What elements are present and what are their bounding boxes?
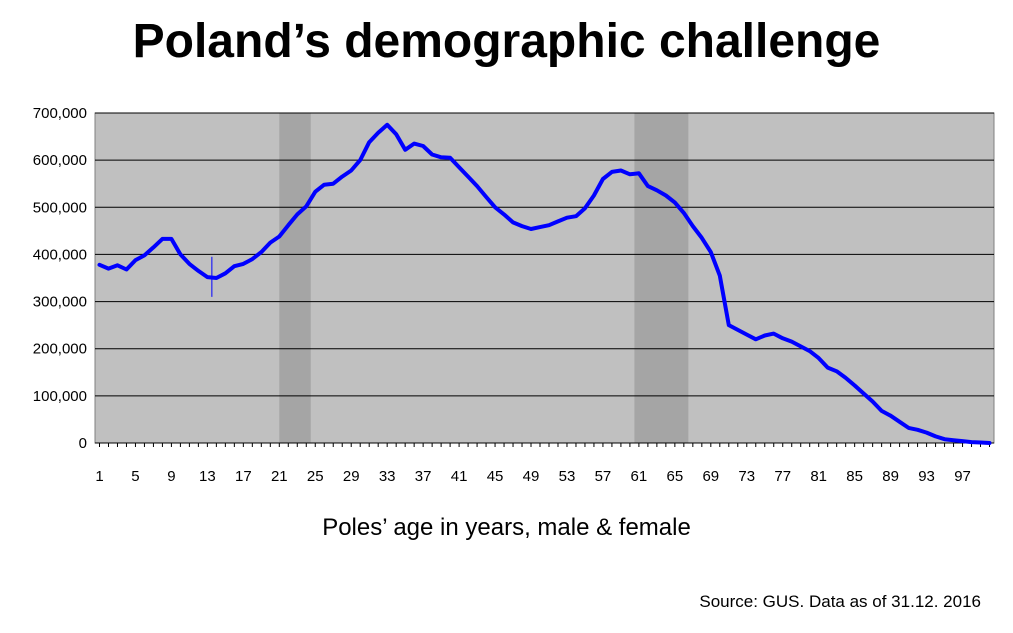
x-axis-label: Poles’ age in years, male & female bbox=[322, 514, 691, 541]
shaded-bands bbox=[279, 113, 689, 443]
y-tick-label: 600,000 bbox=[33, 152, 87, 169]
x-tick-label: 53 bbox=[559, 468, 576, 485]
x-tick-label: 29 bbox=[343, 468, 360, 485]
x-axis: 1 5 9 13 17 21 25 29 33 37 41 45 49 53 57 61 65 69 73 77 81 8… bbox=[95, 443, 991, 485]
x-tick-label: 81 bbox=[810, 468, 827, 485]
x-tick-label: 5 bbox=[131, 468, 139, 485]
plot-area bbox=[94, 112, 995, 444]
series-line bbox=[97, 122, 992, 445]
x-tick-label: 77 bbox=[774, 468, 791, 485]
shaded-band-1 bbox=[279, 113, 311, 443]
chart-title: Poland’s demographic challenge bbox=[132, 15, 881, 68]
y-tick-label: 200,000 bbox=[33, 341, 87, 358]
x-tick-label: 33 bbox=[379, 468, 396, 485]
x-tick-label: 37 bbox=[415, 468, 432, 485]
x-tick-label: 85 bbox=[846, 468, 863, 485]
x-tick-label: 45 bbox=[487, 468, 504, 485]
x-tick-label: 65 bbox=[667, 468, 684, 485]
x-tick-label: 1 bbox=[95, 468, 103, 485]
y-tick-label: 500,000 bbox=[33, 199, 87, 216]
x-tick-label: 17 bbox=[235, 468, 252, 485]
x-tick-label: 25 bbox=[307, 468, 324, 485]
plot-background bbox=[94, 112, 995, 444]
y-tick-label: 400,000 bbox=[33, 246, 87, 263]
x-tick-label: 49 bbox=[523, 468, 540, 485]
x-tick-label: 93 bbox=[918, 468, 935, 485]
y-axis: 0 100,000 200,000 300,000 400,000 500,000 600,… bbox=[33, 105, 87, 452]
x-tick-label: 97 bbox=[954, 468, 971, 485]
x-tick-label: 41 bbox=[451, 468, 468, 485]
y-tick-label: 700,000 bbox=[33, 105, 87, 122]
x-tick-label: 61 bbox=[631, 468, 648, 485]
x-tick-label: 57 bbox=[595, 468, 612, 485]
y-tick-label: 300,000 bbox=[33, 294, 87, 311]
y-tick-label: 100,000 bbox=[33, 388, 87, 405]
x-tick-label: 69 bbox=[702, 468, 719, 485]
x-tick-label: 73 bbox=[738, 468, 755, 485]
source-note: Source: GUS. Data as of 31.12. 2016 bbox=[699, 592, 981, 611]
x-tick-label: 13 bbox=[199, 468, 216, 485]
shaded-band-2 bbox=[634, 113, 689, 443]
population-series bbox=[97, 122, 992, 445]
x-tick-label: 89 bbox=[882, 468, 899, 485]
gridlines bbox=[95, 112, 994, 444]
y-tick-label: 0 bbox=[79, 435, 87, 452]
x-tick-label: 9 bbox=[167, 468, 175, 485]
x-tick-label: 21 bbox=[271, 468, 288, 485]
